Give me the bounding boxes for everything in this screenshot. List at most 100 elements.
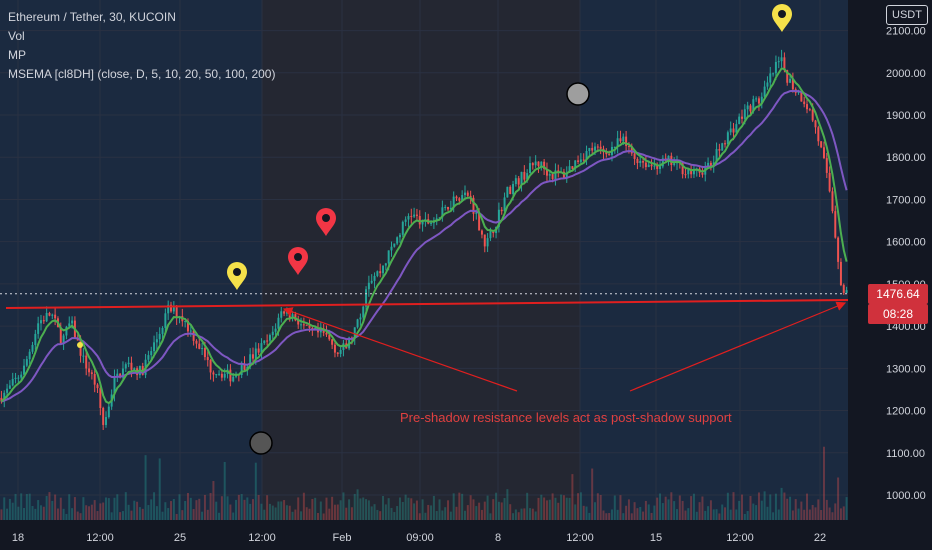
- candle-body: [93, 374, 96, 385]
- volume-bar: [42, 506, 45, 520]
- candle-body: [633, 153, 636, 159]
- legend-mp[interactable]: MP: [8, 48, 26, 62]
- volume-bar: [707, 506, 710, 520]
- volume-bar: [186, 492, 189, 520]
- volume-bar: [503, 498, 506, 520]
- volume-bar: [472, 499, 475, 520]
- candle-body: [574, 160, 577, 169]
- candle-body: [480, 230, 483, 235]
- volume-bar: [127, 504, 130, 520]
- volume-bar: [698, 502, 701, 520]
- candle-body: [105, 417, 107, 425]
- volume-bar: [469, 495, 472, 520]
- candle-body: [540, 161, 543, 166]
- time-tick-label: 12:00: [86, 532, 114, 544]
- gray-marker-circle: [566, 82, 590, 106]
- volume-bar: [308, 508, 311, 520]
- candle-body: [729, 128, 732, 133]
- volume-bar: [147, 505, 150, 520]
- volume-bar: [124, 492, 127, 520]
- candle-body: [153, 342, 156, 352]
- candle-body: [545, 169, 548, 176]
- volume-bar: [690, 496, 693, 520]
- volume-bar: [492, 499, 495, 520]
- candle-body: [3, 392, 6, 402]
- candle-body: [175, 307, 178, 318]
- legend-vol[interactable]: Vol: [8, 29, 25, 43]
- volume-bar: [317, 512, 319, 520]
- volume-bar: [670, 492, 673, 520]
- chart-markers[interactable]: [77, 4, 792, 455]
- price-axis[interactable]: 1000.001100.001200.001300.001400.001500.…: [848, 0, 932, 550]
- price-tick-label: 1600.00: [886, 237, 926, 249]
- candle-body: [588, 147, 591, 152]
- candle-body: [599, 146, 602, 149]
- volume-bar: [82, 497, 85, 520]
- session-background-bands: [0, 0, 848, 520]
- volume-bar: [325, 497, 328, 520]
- candle-body: [822, 147, 825, 159]
- volume-bar: [791, 510, 794, 520]
- candle-body: [150, 351, 153, 356]
- candle-body: [820, 141, 823, 148]
- volume-bar: [274, 507, 277, 520]
- chart-legend: Ethereum / Tether, 30, KUCOIN Vol MP MSE…: [8, 8, 275, 84]
- background-band: [262, 0, 580, 520]
- candle-body: [302, 324, 305, 326]
- volume-bar: [401, 501, 404, 520]
- volume-bar: [687, 508, 690, 520]
- volume-bar: [424, 512, 427, 520]
- candle-body: [336, 352, 339, 354]
- candle-body: [577, 160, 580, 162]
- candle-body: [483, 234, 486, 247]
- volume-bar: [144, 455, 147, 520]
- candle-body: [452, 196, 455, 208]
- volume-bar: [506, 489, 509, 520]
- volume-bar: [483, 501, 486, 520]
- candle-body: [828, 172, 831, 192]
- candle-body: [328, 334, 331, 340]
- candle-body: [373, 275, 376, 281]
- candle-body: [786, 70, 789, 83]
- volume-bar: [365, 499, 368, 520]
- candle-body: [376, 271, 379, 276]
- ema-fast-line: [0, 67, 848, 405]
- price-tick-label: 1100.00: [886, 448, 925, 460]
- candle-body: [472, 197, 475, 214]
- candle-body: [783, 57, 786, 71]
- volume-bar: [271, 505, 274, 520]
- candle-body: [260, 343, 263, 353]
- time-axis[interactable]: 18 12:00 25 12:00 Feb 09:00 8 12:00 15 12:00 22: [0, 520, 848, 550]
- volume-bar: [475, 506, 478, 520]
- candle-body: [390, 246, 393, 251]
- candle-body: [195, 340, 198, 344]
- candle-body: [709, 162, 712, 166]
- candle-body: [551, 174, 554, 180]
- candle-body: [229, 369, 232, 382]
- annotation-arrows: [282, 301, 847, 392]
- candle-body: [743, 109, 746, 119]
- symbol-title[interactable]: Ethereum / Tether, 30, KUCOIN: [8, 10, 176, 24]
- volume-bar: [116, 494, 119, 520]
- volume-bar: [653, 505, 656, 520]
- candle-body: [0, 397, 3, 402]
- candle-body: [133, 368, 136, 370]
- volume-bar: [218, 512, 221, 520]
- volume-bar: [285, 505, 288, 520]
- volume-bar: [543, 497, 546, 520]
- candle-body: [232, 376, 235, 382]
- candle-body: [644, 162, 647, 168]
- candle-body: [557, 170, 560, 172]
- candle-body: [707, 162, 710, 167]
- candle-body: [825, 158, 828, 173]
- candle-body: [636, 158, 639, 164]
- candle-body: [721, 143, 724, 151]
- volume-bar: [579, 492, 582, 520]
- volume-bar: [659, 493, 662, 520]
- candle-body: [455, 196, 458, 199]
- currency-button[interactable]: USDT: [886, 5, 928, 25]
- volume-bar: [735, 509, 738, 520]
- legend-msema[interactable]: MSEMA [cl8DH] (close, D, 5, 10, 20, 50, …: [8, 67, 276, 81]
- candle-body: [65, 326, 68, 336]
